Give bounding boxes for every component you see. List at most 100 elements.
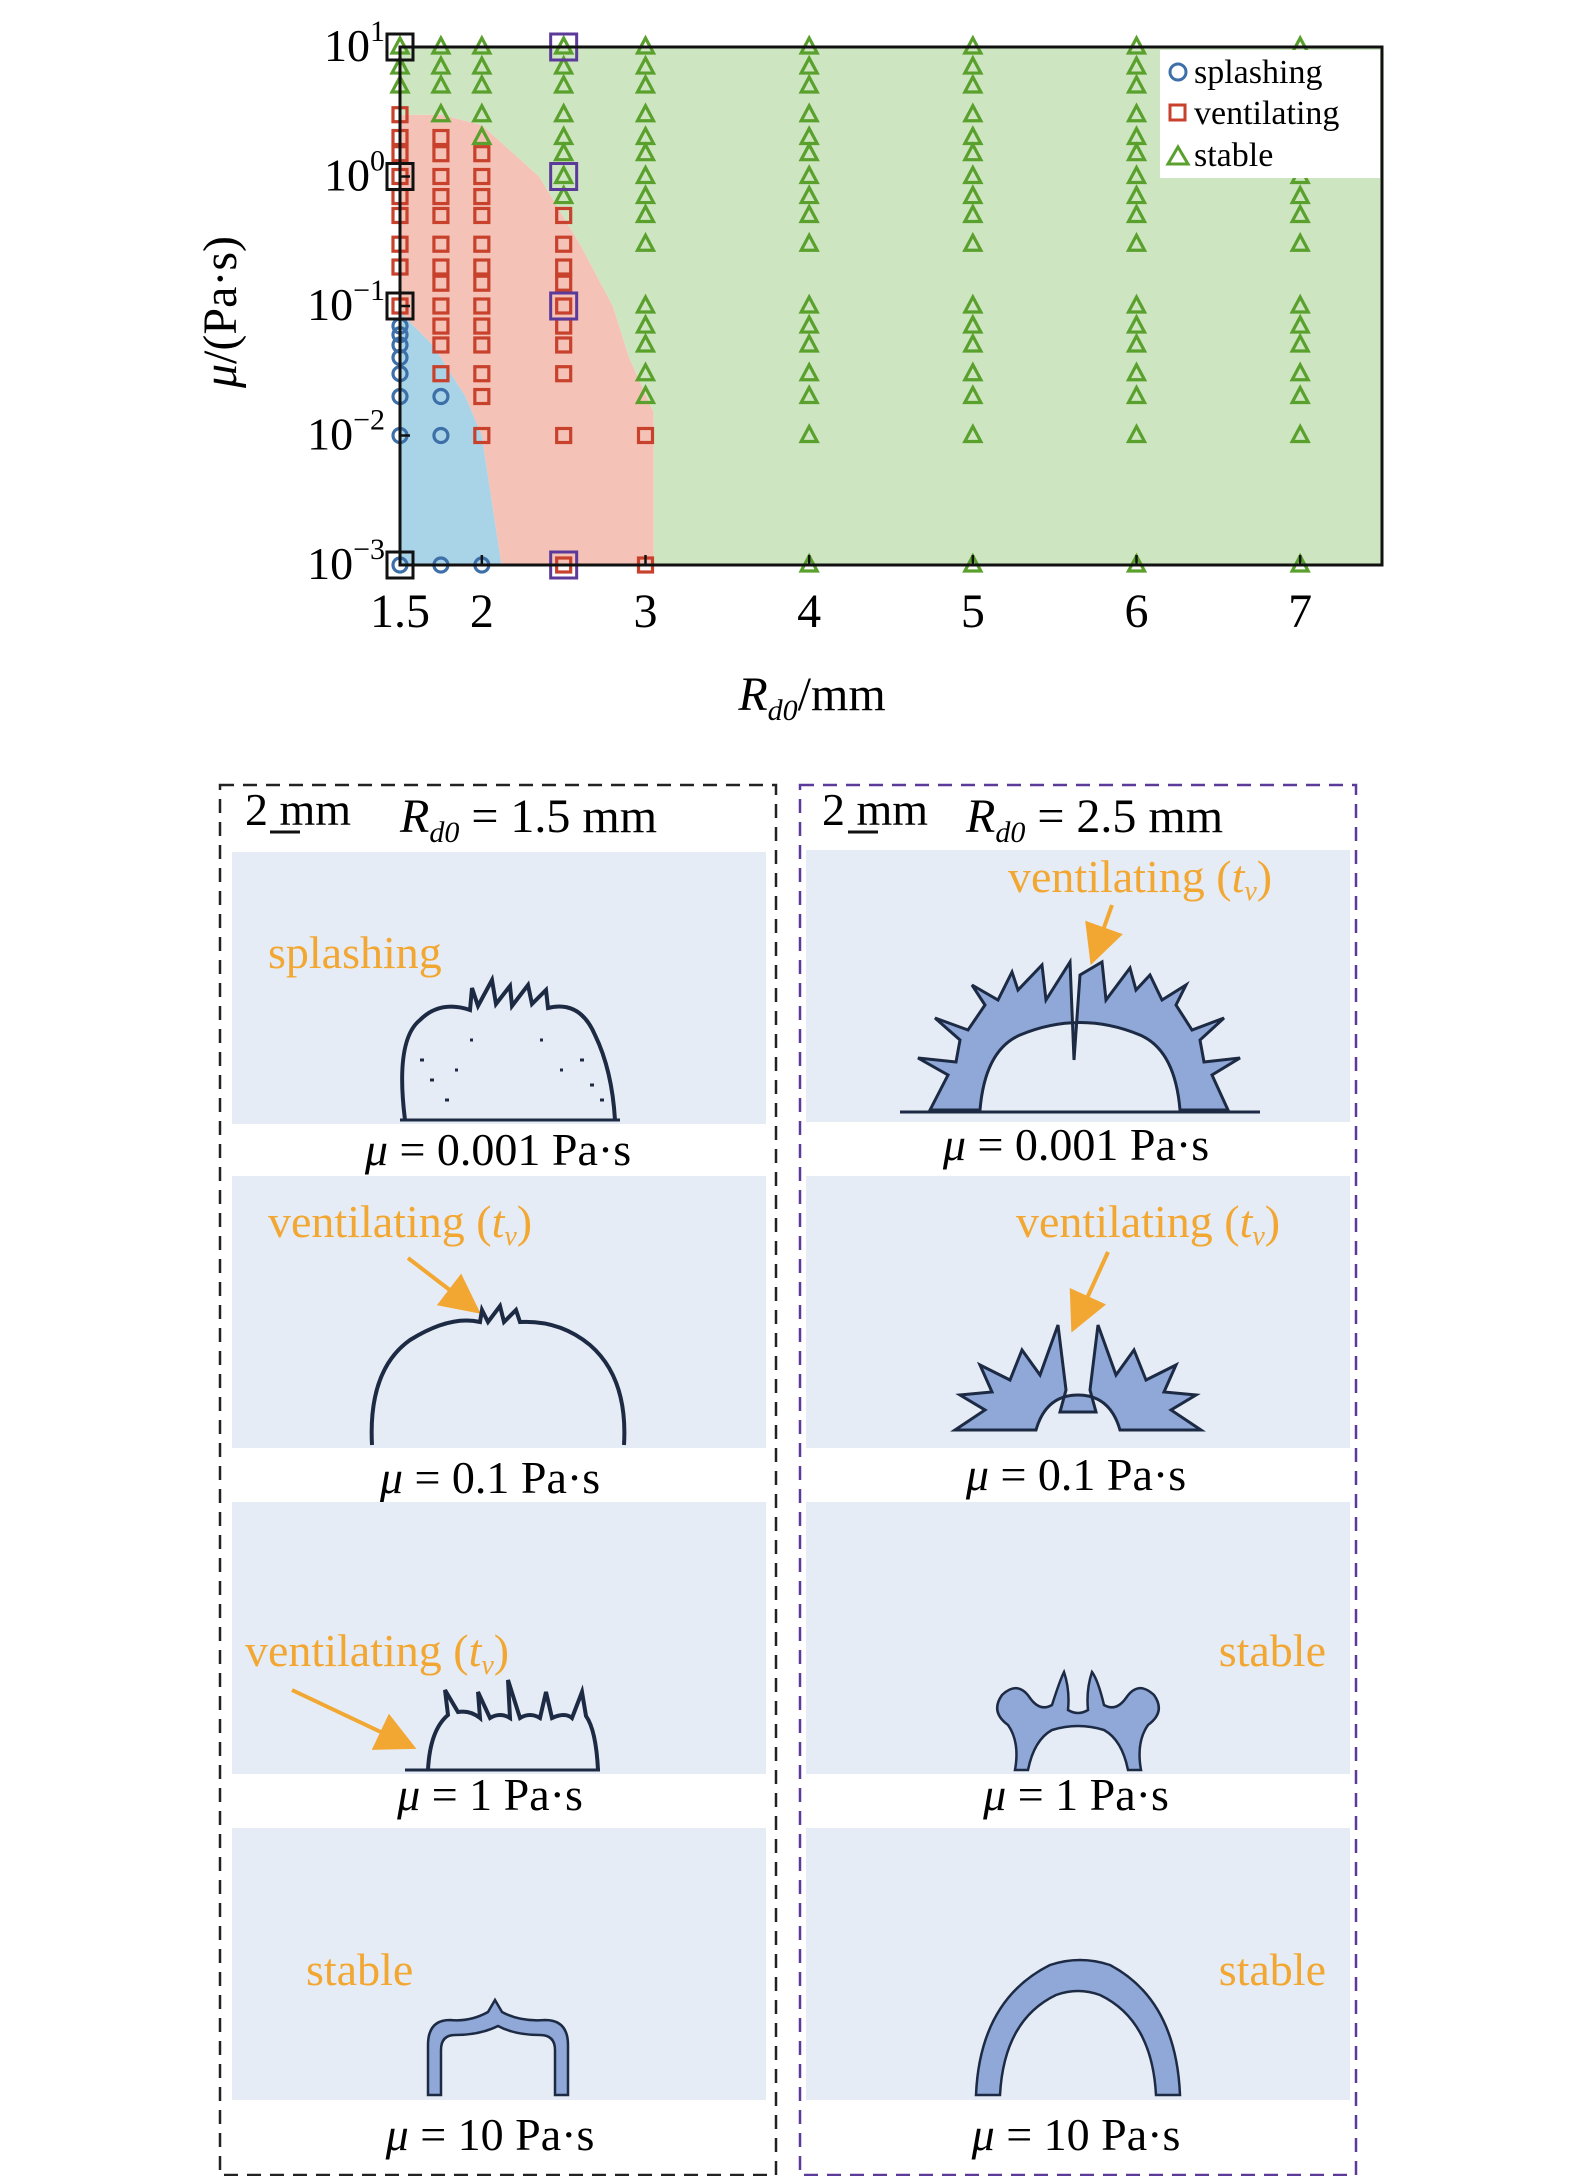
stable-point-48 [798,102,820,123]
right-frame-1-droplet [917,957,1241,1112]
stable-point-65 [962,102,984,123]
right-frame-1-caption: μ = 0.001 Pa·s [942,1119,1209,1170]
right-radius-label: Rd0 = 2.5 mm [965,790,1223,849]
left-scale-label: 2 mm [245,784,351,835]
stable-point-15 [553,125,575,146]
ventilating-point-9 [432,365,450,383]
x-tick-label-0: 1.5 [370,585,430,638]
right-frame-2-caption: μ = 0.1 Pa·s [965,1449,1186,1500]
left-frame-3-droplet [426,1679,600,1771]
stable-point-12 [553,184,575,205]
legend-marker-ventilating [1168,103,1187,122]
right-frame-4: stable μ = 10 Pa·s [806,1828,1350,2160]
stable-point-74 [1125,313,1148,334]
right-frame-1-regime-label: ventilating (tv) [1008,851,1272,907]
stable-point-55 [962,361,984,382]
stable-point-67 [962,54,984,75]
stable-point-78 [1125,184,1148,205]
splashing-point-10 [432,387,450,406]
phase-diagram: 10−3 10−2 10−1 100 101 1.5 2 3 4 5 6 7 splashing v… [194,15,1384,727]
left-frame-3-arrow [291,1688,417,1750]
left-frame-4-caption: μ = 10 Pa·s [385,2109,595,2160]
stable-point-22 [634,332,657,353]
stable-point-63 [962,141,984,162]
ventilating-point-20 [432,128,450,147]
stable-point-28 [634,164,657,185]
stable-point-40 [798,313,820,334]
stable-point-44 [798,184,820,205]
left-radius-label: Rd0 = 1.5 mm [399,790,657,849]
stable-point-83 [1125,73,1148,94]
stable-point-41 [798,293,820,314]
ventilating-point-25 [473,317,491,335]
stable-point-46 [798,141,820,162]
ventilating-point-35 [555,426,573,445]
right-frame-3-regime-label: stable [1219,1625,1326,1676]
ventilating-point-29 [473,235,491,253]
stable-point-76 [1125,231,1148,252]
right-scale-label: 2 mm [822,784,928,835]
left-frame-2-caption: μ = 0.1 Pa·s [379,1452,600,1503]
x-tick-label-2: 3 [634,585,658,638]
stable-point-30 [634,125,657,146]
left-frame-3-image [232,1502,766,1774]
stable-point-59 [962,231,984,252]
ventilating-point-42 [555,235,573,253]
left-frame-2-droplet [369,1301,627,1446]
stable-point-33 [634,54,657,75]
left-frame-3: ventilating (tv) μ = 1 Pa·s [232,1502,766,1820]
stable-point-72 [1125,361,1148,382]
stable-point-43 [798,203,820,224]
left-panel-border [218,783,778,2176]
y-tick-label-2: 10−1 [307,274,385,330]
x-tick-label-4: 5 [961,585,985,638]
ventilating-point-36 [555,365,573,383]
right-frame-2-arrow [1069,1251,1110,1333]
ventilating-point-37 [555,336,573,354]
ventilating-point-18 [432,167,450,186]
left-frame-4: stable μ = 10 Pa·s [232,1828,766,2160]
stable-point-89 [1289,361,1311,382]
right-frame-3-droplet [995,1668,1161,1772]
left-frame-1-image [232,852,766,1124]
stable-point-71 [1125,384,1148,405]
stable-point-3 [430,102,452,123]
highlight-box-5 [549,162,579,191]
stable-point-18 [553,54,575,75]
stable-point-17 [553,73,575,94]
legend: splashing ventilating stable [1160,50,1380,178]
left-frame-2-image [232,1176,766,1448]
y-tick-label-3: 100 [324,145,385,201]
right-frame-3: stable μ = 1 Pa·s [806,1502,1350,1820]
x-tick-label-1: 2 [470,585,494,638]
stable-point-36 [798,423,820,444]
stable-point-82 [1125,102,1148,123]
stable-point-42 [798,231,820,252]
x-axis-ticks: 1.5 2 3 4 5 6 7 [370,555,1312,638]
stable-point-73 [1125,332,1148,353]
y-tick-label-4: 101 [324,15,385,71]
left-frame-1-splash-drops [420,1038,604,1102]
ventilating-point-31 [473,187,491,206]
stable-point-14 [553,141,575,162]
stable-point-54 [962,384,984,405]
right-frame-4-caption: μ = 10 Pa·s [971,2109,1181,2160]
left-frame-3-regime-label: ventilating (tv) [245,1625,509,1681]
ventilating-point-43 [555,206,573,225]
left-frame-1: splashing μ = 0.001 Pa·s [232,852,766,1175]
right-frame-4-regime-label: stable [1219,1944,1326,1995]
stable-point-5 [430,54,452,75]
stable-point-56 [962,332,984,353]
stable-point-4 [430,73,452,94]
y-tick-label-0: 10−3 [307,533,385,589]
ventilating-point-27 [473,274,491,292]
legend-label-splashing: splashing [1194,54,1322,91]
ventilating-point-26 [473,297,491,315]
legend-label-stable: stable [1194,137,1273,174]
ventilating-point-13 [432,274,450,292]
stable-point-9 [471,73,493,94]
ventilating-point-33 [473,145,491,163]
left-frame-3-caption: μ = 1 Pa·s [396,1769,583,1820]
stable-point-93 [1289,231,1311,252]
